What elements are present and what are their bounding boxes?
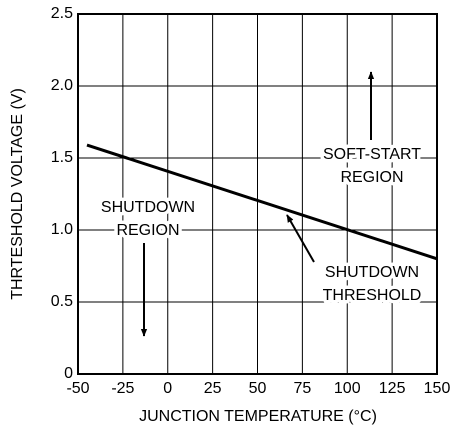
y-tick-label: 2.0 <box>51 77 73 94</box>
annotation: REGION <box>116 222 179 239</box>
annotation: SHUTDOWN <box>101 199 195 216</box>
annotation-arrow <box>286 214 315 263</box>
x-tick-label: 50 <box>249 380 267 397</box>
x-tick-label: 125 <box>379 380 406 397</box>
y-tick-label: 0 <box>64 365 73 382</box>
annotation: THRESHOLD <box>323 287 422 304</box>
x-axis-label: JUNCTION TEMPERATURE (°C) <box>139 408 377 425</box>
y-tick-label: 1.0 <box>51 221 73 238</box>
x-tick-label: 0 <box>163 380 172 397</box>
y-axis-label: THRTESHOLD VOLTAGE (V) <box>9 88 26 300</box>
x-tick-label: -25 <box>111 380 134 397</box>
annotation: SHUTDOWN <box>325 264 419 281</box>
x-tick-label: 75 <box>293 380 311 397</box>
x-tick-label: -50 <box>66 380 89 397</box>
data-line <box>86 143 438 261</box>
annotation: SOFT-START <box>323 146 421 163</box>
annotation: REGION <box>340 169 403 186</box>
y-tick-label: 2.5 <box>51 5 73 22</box>
x-tick-label: 25 <box>204 380 222 397</box>
x-tick-label: 100 <box>334 380 361 397</box>
x-tick-label: 150 <box>424 380 451 397</box>
y-tick-label: 0.5 <box>51 293 73 310</box>
y-tick-label: 1.5 <box>51 149 73 166</box>
plot-frame <box>77 13 438 375</box>
